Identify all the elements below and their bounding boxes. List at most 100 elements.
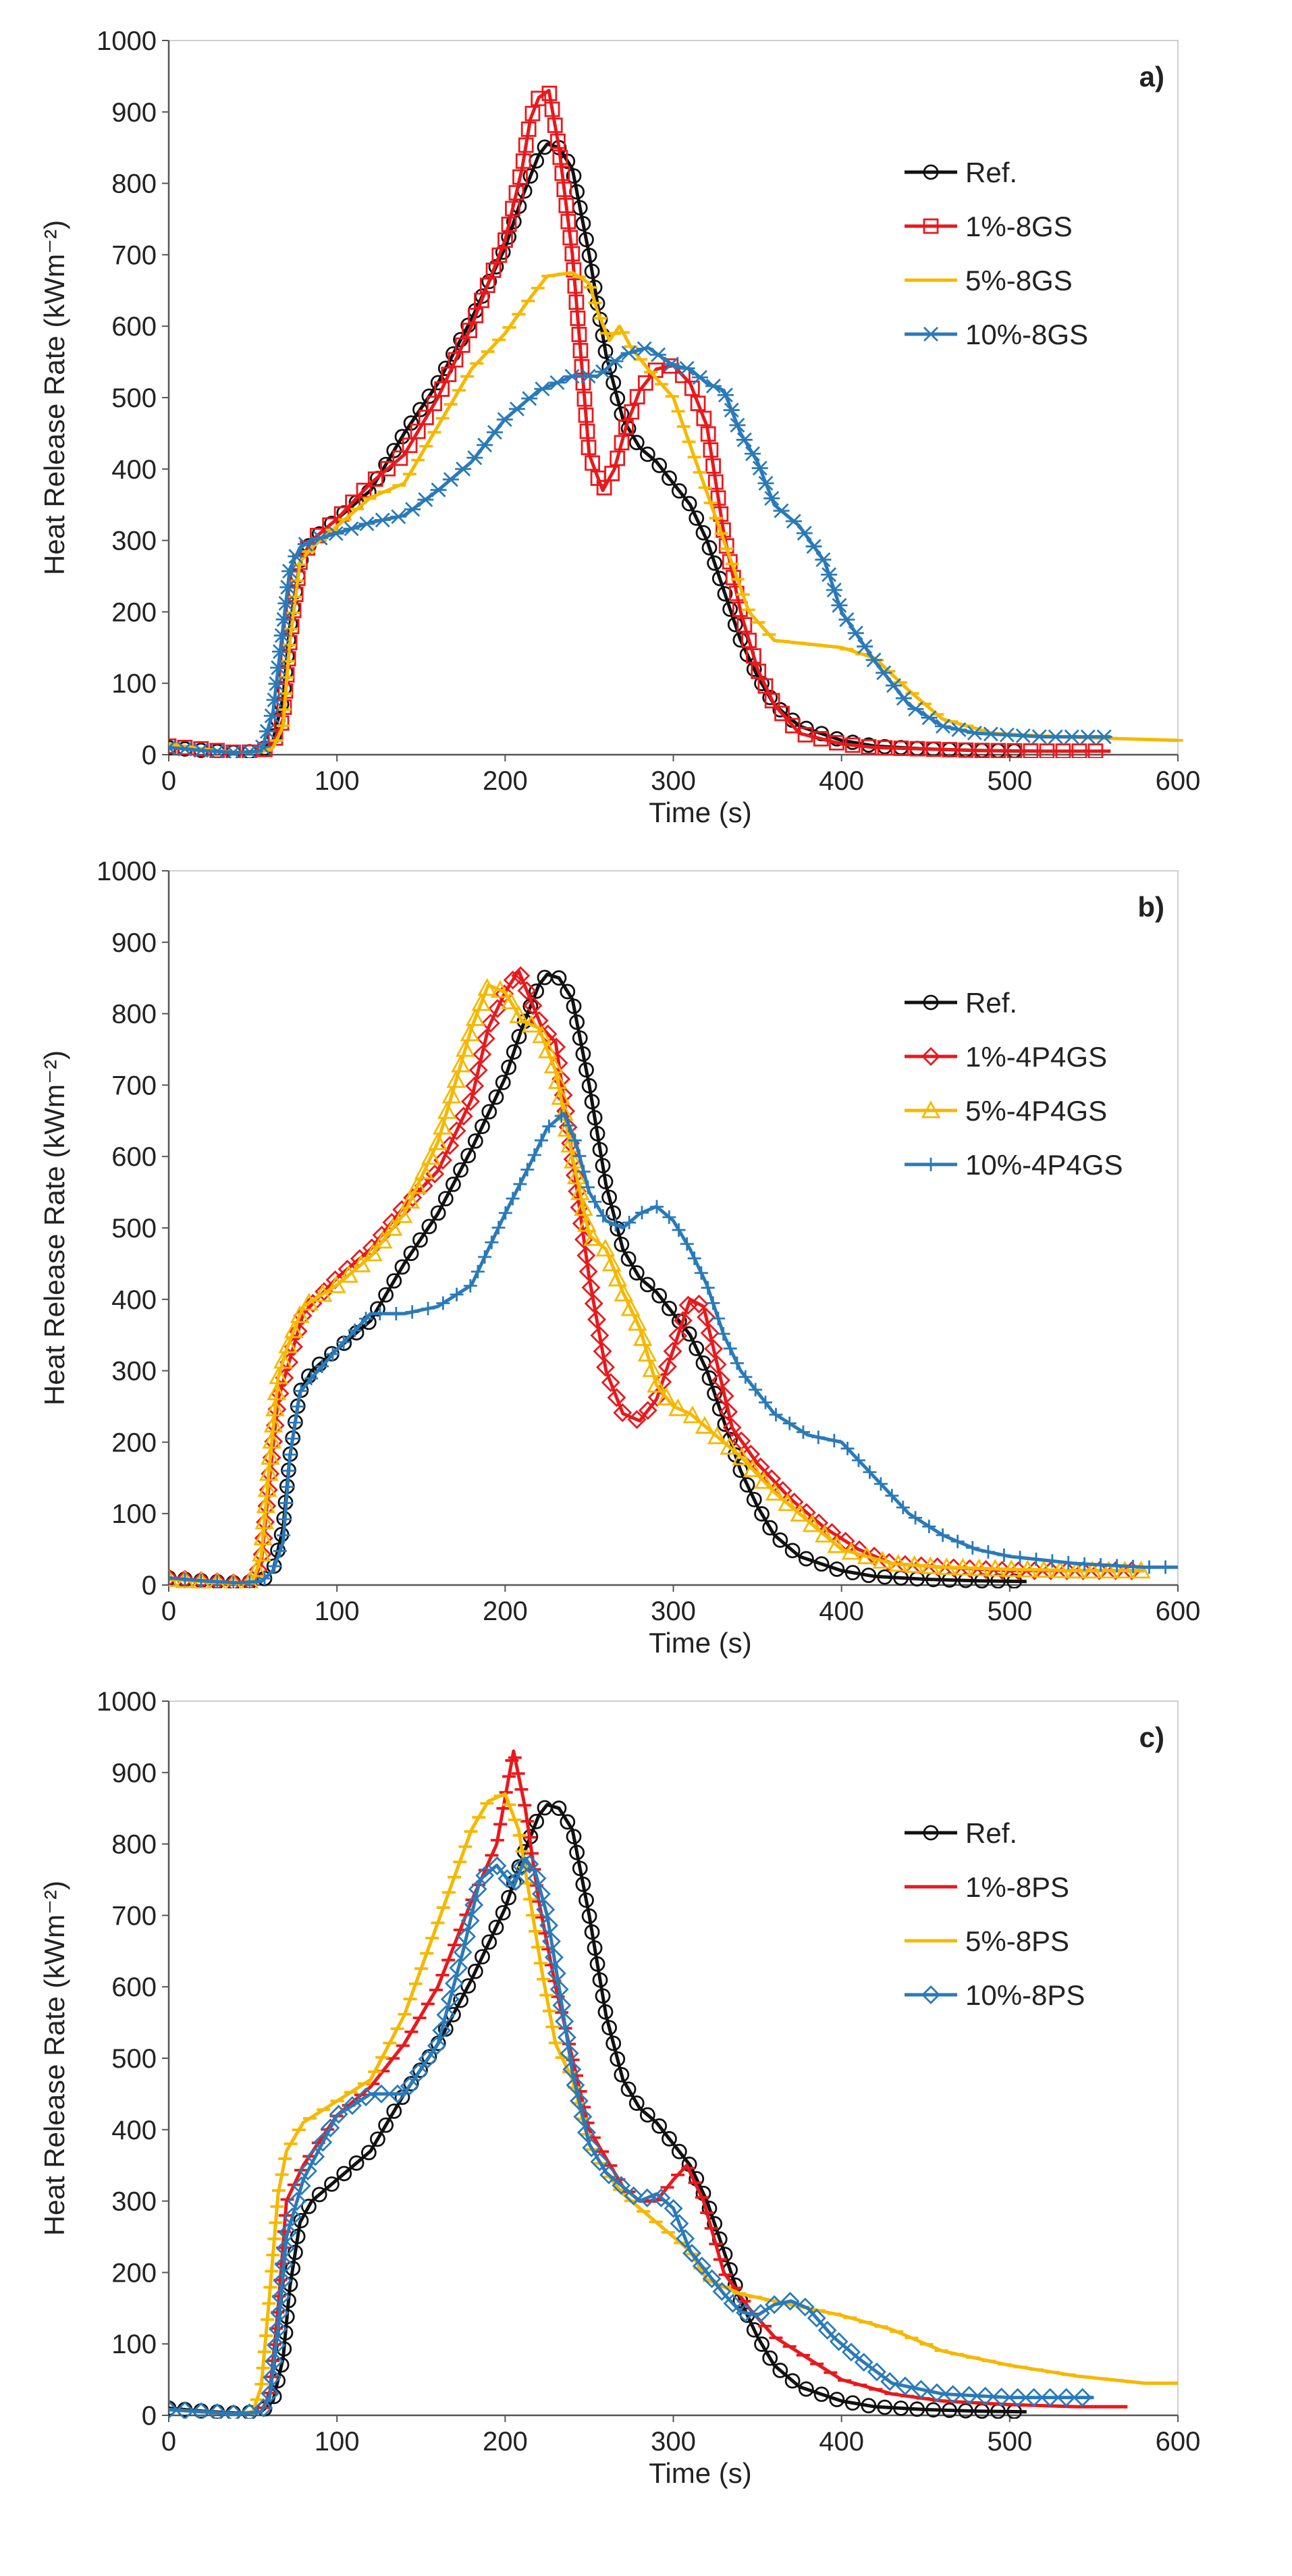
data-point — [701, 1281, 715, 1295]
data-point — [662, 1300, 677, 1316]
data-point — [656, 1387, 676, 1405]
data-point — [488, 1089, 504, 1105]
data-point — [392, 450, 408, 466]
data-point — [293, 2213, 309, 2228]
data-point — [784, 1542, 801, 1559]
legend-marker — [923, 218, 939, 234]
data-point — [782, 1416, 797, 1430]
data-point — [592, 1972, 608, 1988]
data-point — [508, 401, 525, 417]
data-point — [663, 1341, 682, 1361]
data-point — [722, 601, 738, 617]
data-point — [689, 510, 705, 526]
data-point — [624, 2186, 643, 2205]
data-point — [351, 1254, 371, 1272]
data-point — [460, 1148, 477, 1164]
data-point — [909, 2401, 925, 2417]
data-point — [453, 1162, 468, 1178]
data-point — [966, 725, 983, 741]
data-point — [829, 1561, 845, 1577]
data-point — [861, 1567, 877, 1584]
data-point — [481, 1104, 497, 1120]
data-point — [622, 1216, 637, 1230]
data-point — [620, 2081, 637, 2097]
data-point — [476, 1029, 495, 1048]
data-point — [1017, 1559, 1038, 1578]
data-point — [378, 2117, 394, 2133]
data-point — [581, 1278, 601, 1297]
data-point — [922, 1520, 936, 1534]
data-point — [277, 595, 294, 611]
data-point — [757, 475, 774, 491]
data-point — [487, 1856, 507, 1876]
data-point — [446, 1070, 466, 1088]
data-point — [637, 375, 653, 391]
data-point — [700, 1323, 720, 1343]
data-point — [178, 1572, 192, 1586]
plot-frame — [168, 870, 1179, 1586]
data-point — [273, 1351, 293, 1369]
data-point — [557, 2028, 576, 2047]
data-point — [595, 364, 612, 379]
data-point — [817, 2320, 837, 2340]
y-tick-label: 700 — [111, 1071, 157, 1100]
data-point — [531, 1884, 551, 1904]
x-tick-label: 400 — [819, 1596, 864, 1626]
data-point — [701, 540, 718, 556]
data-point — [905, 1555, 924, 1573]
data-point — [921, 710, 938, 726]
data-point — [440, 1135, 460, 1155]
data-point — [513, 1177, 527, 1191]
data-point — [584, 1924, 600, 1940]
x-tick-label: 500 — [987, 2427, 1032, 2457]
y-tick-label: 800 — [111, 1830, 157, 1860]
data-point — [1098, 1560, 1119, 1579]
data-point — [1031, 729, 1048, 745]
data-point — [668, 1326, 688, 1345]
data-point — [562, 230, 578, 246]
data-point — [436, 2005, 456, 2024]
data-point — [518, 137, 534, 153]
data-point — [707, 1355, 727, 1374]
data-point — [596, 480, 612, 495]
legend-marker — [923, 1825, 939, 1841]
data-point — [605, 1205, 622, 1221]
data-point — [1110, 1559, 1124, 1573]
data-point — [829, 2392, 845, 2407]
data-point — [651, 2188, 671, 2207]
data-point — [475, 1949, 490, 1965]
y-tick-label: 600 — [111, 1142, 157, 1172]
data-point — [577, 1214, 597, 1232]
data-point — [536, 1900, 556, 1919]
data-point — [689, 1341, 705, 1356]
data-point — [558, 198, 574, 213]
data-point — [267, 1559, 281, 1574]
data-point — [547, 1071, 568, 1090]
data-point — [325, 1347, 340, 1361]
y-tick-label: 100 — [111, 669, 157, 699]
data-point — [813, 1556, 830, 1572]
data-point — [701, 2201, 718, 2216]
data-point — [278, 2223, 298, 2243]
data-point — [509, 1005, 529, 1023]
data-point — [844, 2395, 861, 2411]
data-point — [367, 471, 383, 487]
data-point — [670, 2213, 689, 2233]
data-point — [618, 419, 634, 435]
data-point — [578, 232, 594, 248]
data-point — [730, 1356, 744, 1370]
data-point — [754, 2336, 770, 2352]
data-point — [647, 1374, 666, 1393]
data-point — [256, 1495, 276, 1513]
data-point — [534, 381, 551, 397]
data-point — [627, 1312, 647, 1331]
y-tick-label: 200 — [111, 2258, 157, 2288]
data-point — [547, 1964, 566, 1983]
data-point — [554, 1109, 568, 1123]
data-point — [547, 1038, 566, 1057]
data-point — [867, 2362, 886, 2382]
data-point — [254, 739, 271, 755]
legend-marker — [921, 1100, 941, 1119]
data-point — [1024, 2388, 1044, 2407]
data-point — [326, 1275, 346, 1293]
